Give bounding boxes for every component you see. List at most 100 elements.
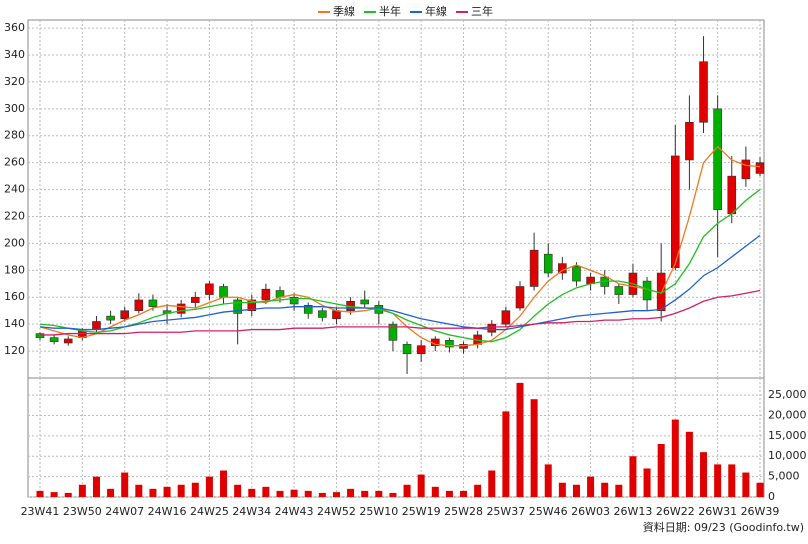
volume-bar: [36, 490, 44, 497]
y-tick-label: 260: [4, 156, 25, 169]
volume-bar: [460, 490, 468, 497]
candle-body: [487, 323, 497, 333]
candle-body: [63, 338, 73, 344]
candle-body: [501, 310, 511, 325]
y-tick-label: 25,000: [768, 388, 807, 401]
candle-body: [388, 323, 398, 341]
candle-body: [529, 249, 539, 287]
candle-body: [614, 286, 624, 295]
candle-body: [416, 345, 426, 355]
y-tick-label: 220: [4, 209, 25, 222]
volume-bar: [756, 482, 764, 497]
volume-bar: [488, 470, 496, 497]
candle-body: [148, 299, 158, 307]
candle-body: [303, 305, 313, 314]
x-tick-label: 26W03: [571, 505, 610, 518]
candle-body: [572, 265, 581, 282]
candle-body: [543, 253, 553, 274]
y-tick-label: 20,000: [768, 408, 807, 421]
y-tick-label: 0: [768, 490, 775, 503]
candle-body: [49, 337, 59, 342]
candle-body: [134, 299, 144, 312]
volume-bar: [248, 488, 256, 497]
volume-bar: [643, 468, 651, 497]
y-tick-label: 120: [4, 344, 25, 357]
x-tick-label: 24W43: [275, 505, 314, 518]
x-tick-label: 25W19: [402, 505, 441, 518]
candle-body: [92, 321, 101, 330]
x-tick-label: 24W52: [317, 505, 356, 518]
candle-body: [402, 344, 412, 355]
volume-bar: [220, 470, 228, 497]
candle-body: [445, 340, 454, 348]
volume-bar: [276, 490, 284, 497]
candle-body: [699, 61, 708, 123]
candle-body: [233, 299, 242, 314]
candle-body: [727, 175, 737, 215]
x-tick-label: 26W22: [656, 505, 695, 518]
volume-bar: [347, 488, 355, 497]
volume-bar: [714, 464, 722, 497]
candle-body: [247, 299, 257, 312]
ma-line: [40, 289, 761, 336]
volume-bar: [78, 484, 86, 497]
x-tick-label: 23W50: [63, 505, 102, 518]
candle-body: [360, 299, 370, 305]
legend-label: 三年: [471, 4, 493, 18]
volume-bar: [530, 399, 538, 497]
volume-bar: [516, 382, 524, 497]
candle-body: [685, 121, 694, 161]
volume-bar: [657, 444, 665, 497]
x-tick-label: 26W13: [614, 505, 653, 518]
legend-label: 年線: [425, 4, 447, 18]
volume-bar: [742, 472, 750, 497]
candle-body: [713, 108, 722, 211]
x-tick-label: 24W07: [105, 505, 144, 518]
y-tick-label: 300: [4, 102, 25, 115]
candle-body: [515, 286, 525, 309]
volume-bar: [403, 484, 411, 497]
y-tick-label: 340: [4, 48, 25, 61]
volume-bar: [92, 476, 100, 497]
candle-body: [35, 333, 45, 338]
volume-bar: [50, 492, 58, 497]
x-tick-label: 25W10: [359, 505, 398, 518]
legend-label: 半年: [379, 4, 401, 18]
y-tick-label: 240: [4, 183, 25, 196]
volume-bar: [361, 490, 369, 497]
volume-bar: [728, 464, 736, 497]
y-tick-label: 200: [4, 236, 25, 249]
candle-body: [106, 315, 115, 321]
volume-bar: [629, 456, 637, 497]
volume-bar: [417, 474, 425, 497]
y-tick-label: 5,000: [768, 470, 800, 483]
candle-body: [261, 288, 271, 301]
ma-line: [39, 189, 761, 343]
volume-bar: [502, 411, 510, 497]
volume-bar: [149, 488, 157, 497]
volume-bar: [587, 476, 595, 497]
candle-body: [755, 162, 765, 174]
x-tick-label: 24W16: [148, 505, 187, 518]
legend-label: 季線: [333, 4, 355, 18]
candle-body: [741, 159, 751, 180]
volume-bar: [544, 464, 552, 497]
volume-bar: [64, 492, 72, 497]
volume-bar: [135, 484, 143, 497]
candle-body: [670, 155, 680, 268]
candle-body: [205, 283, 214, 295]
x-tick-label: 25W46: [529, 505, 568, 518]
volume-bar: [234, 484, 242, 497]
x-tick-label: 26W39: [741, 505, 780, 518]
volume-bar: [671, 419, 679, 497]
volume-bar: [375, 490, 383, 497]
x-tick-label: 23W41: [21, 505, 60, 518]
volume-panel: [27, 377, 765, 498]
volume-bar: [318, 492, 326, 497]
y-tick-label: 10,000: [768, 449, 807, 462]
volume-bar: [262, 486, 270, 497]
x-tick-label: 24W25: [190, 505, 229, 518]
volume-bar: [445, 490, 453, 497]
candle-body: [318, 310, 327, 318]
volume-bar: [177, 484, 185, 497]
